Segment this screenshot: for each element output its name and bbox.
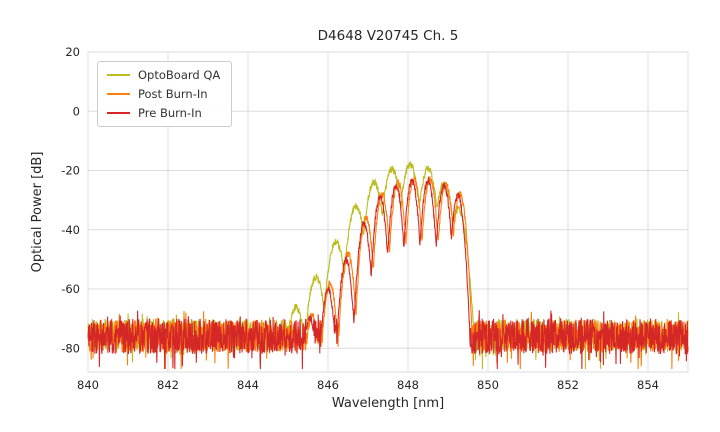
x-tick-label: 854 xyxy=(637,378,659,392)
legend: OptoBoard QA Post Burn-In Pre Burn-In xyxy=(97,61,233,127)
series-trace-pre-burn-in xyxy=(87,175,689,370)
x-tick-label: 846 xyxy=(317,378,339,392)
legend-item-post-burn-in: Post Burn-In xyxy=(107,87,220,101)
x-axis-label: Wavelength [nm] xyxy=(331,396,445,411)
legend-swatch-pre-burn-in xyxy=(107,112,130,114)
legend-item-pre-burn-in: Pre Burn-In xyxy=(107,106,220,120)
y-tick-label: -80 xyxy=(61,341,80,355)
x-tick-label: 852 xyxy=(557,378,579,392)
plot-border xyxy=(87,51,689,373)
y-tick-label: -60 xyxy=(61,282,80,296)
x-tick-label: 840 xyxy=(77,378,99,392)
legend-swatch-post-burn-in xyxy=(107,93,130,95)
legend-label-optoboard-qa: OptoBoard QA xyxy=(138,68,221,82)
y-tick-label: 0 xyxy=(73,104,80,118)
legend-label-pre-burn-in: Pre Burn-In xyxy=(138,106,202,120)
y-tick-label: -20 xyxy=(61,164,80,178)
x-tick-label: 848 xyxy=(397,378,419,392)
legend-swatch-optoboard-qa xyxy=(107,74,130,76)
x-tick-label: 844 xyxy=(237,378,259,392)
legend-item-optoboard-qa: OptoBoard QA xyxy=(107,68,220,82)
y-tick-label: 20 xyxy=(65,45,80,59)
legend-label-post-burn-in: Post Burn-In xyxy=(138,87,208,101)
x-tick-label: 850 xyxy=(477,378,499,392)
x-tick-label: 842 xyxy=(157,378,179,392)
y-tick-label: -40 xyxy=(61,223,80,237)
chart-title: D4648 V20745 Ch. 5 xyxy=(317,28,459,44)
